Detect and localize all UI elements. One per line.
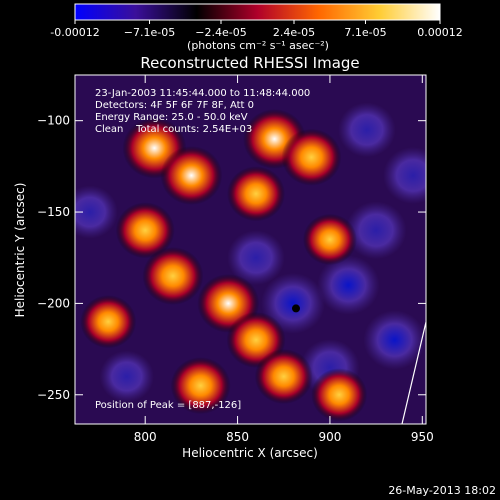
colorbar xyxy=(74,3,441,21)
total-counts-text: Clean Total counts: 2.54E+03 xyxy=(95,124,252,135)
dark-source xyxy=(383,147,426,204)
bright-source xyxy=(254,348,313,405)
energy-range-text: Energy Range: 25.0 - 50.0 keV xyxy=(95,112,248,123)
bright-source xyxy=(115,202,175,259)
dark-source xyxy=(260,273,325,334)
x-axis-label: Heliocentric X (arcsec) xyxy=(182,446,318,460)
detectors-text: Detectors: 4F 5F 6F 7F 8F, Att 0 xyxy=(95,100,254,111)
y-tick-label: −100 xyxy=(37,114,70,128)
footer-timestamp: 26-May-2013 18:02 xyxy=(388,484,496,497)
x-tick-label: 900 xyxy=(318,430,341,444)
x-axis-ticks: 800 850 900 950 xyxy=(134,75,434,444)
time-range-text: 23-Jan-2003 11:45:44.000 to 11:48:44.000 xyxy=(95,88,310,99)
x-tick-label: 800 xyxy=(134,430,157,444)
y-tick-label: −250 xyxy=(37,388,70,402)
colorbar-tick-label: −7.1e-05 xyxy=(124,26,175,39)
minimum-marker xyxy=(291,304,300,313)
colorbar-units: (photons cm⁻² s⁻¹ asec⁻²) xyxy=(187,39,329,52)
bright-source xyxy=(80,295,137,349)
bright-source xyxy=(160,146,223,205)
bright-source xyxy=(142,247,204,305)
colorbar-tick-label: 2.4e-05 xyxy=(273,26,315,39)
chart-title: Reconstructed RHESSI Image xyxy=(140,54,359,72)
dark-source xyxy=(99,350,154,403)
bright-source xyxy=(302,213,357,266)
dark-source xyxy=(317,255,380,315)
dark-source xyxy=(363,310,426,370)
dark-source xyxy=(75,185,118,239)
x-tick-label: 950 xyxy=(411,430,434,444)
colorbar-tick-label: -0.00012 xyxy=(50,26,99,39)
bright-source xyxy=(170,357,231,415)
y-axis-label: Heliocentric Y (arcsec) xyxy=(13,183,27,318)
colorbar-tick-label: −2.4e-05 xyxy=(195,26,246,39)
x-tick-label: 850 xyxy=(226,430,249,444)
heatmap-image xyxy=(75,75,426,424)
plot-frame xyxy=(74,74,427,425)
limb-line xyxy=(401,321,427,425)
colorbar-tick-label: 7.1e-05 xyxy=(344,26,386,39)
colorbar-tick-label: 0.00012 xyxy=(417,26,463,39)
dark-source xyxy=(345,201,407,260)
bright-source xyxy=(311,368,368,422)
dark-source xyxy=(227,230,285,286)
bright-source xyxy=(227,166,286,222)
peak-position-text: Position of Peak = [887,-126] xyxy=(95,400,241,411)
y-tick-label: −200 xyxy=(37,296,70,310)
y-axis-ticks: −100 −150 −200 −250 xyxy=(37,114,426,402)
image-annotations: 23-Jan-2003 11:45:44.000 to 11:48:44.000… xyxy=(95,88,310,411)
bright-source xyxy=(281,128,342,186)
dark-source xyxy=(338,102,396,158)
y-tick-label: −150 xyxy=(37,205,70,219)
colorbar-ticks: -0.00012 −7.1e-05 −2.4e-05 2.4e-05 7.1e-05 0.… xyxy=(50,20,463,39)
